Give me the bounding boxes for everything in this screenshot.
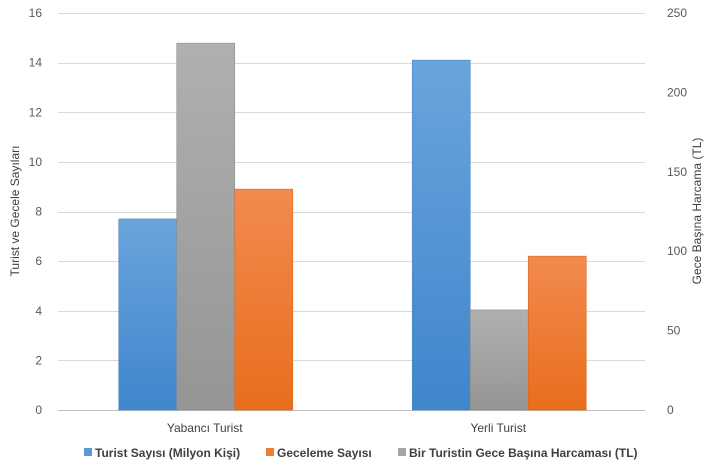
y-axis-title: Turist ve Gecele Sayıları (8, 146, 22, 277)
x-tick-label: Yerli Turist (470, 421, 526, 435)
y2-tick-label: 250 (667, 6, 687, 20)
bar (118, 218, 178, 411)
legend-label: Bir Turistin Gece Başına Harcaması (TL) (409, 446, 638, 460)
y-tick-label: 14 (29, 56, 43, 70)
bar (234, 188, 294, 411)
y2-tick-label: 200 (667, 85, 687, 99)
y-tick-label: 0 (35, 403, 42, 417)
bars (118, 42, 587, 411)
bar (176, 42, 236, 411)
y2-tick-label: 0 (667, 403, 674, 417)
y-tick-label: 10 (29, 155, 43, 169)
y2-tick-label: 100 (667, 244, 687, 258)
legend: Turist Sayısı (Milyon Kişi) Geceleme Sayı… (84, 446, 638, 460)
bar (411, 59, 471, 411)
y-tick-label: 4 (35, 304, 42, 318)
legend-label: Turist Sayısı (Milyon Kişi) (95, 446, 240, 460)
legend-swatch (266, 448, 274, 456)
y-tick-label: 12 (29, 105, 43, 119)
y-tick-label: 6 (35, 254, 42, 268)
y2-tick-label: 50 (667, 324, 681, 338)
legend-label: Geceleme Sayısı (277, 446, 372, 460)
x-tick-label: Yabancı Turist (167, 421, 243, 435)
legend-swatch (398, 448, 406, 456)
y-tick-label: 2 (35, 353, 42, 367)
y-tick-label: 8 (35, 205, 42, 219)
y-tick-label: 16 (29, 6, 43, 20)
y2-axis-title: Gece Başına Harcama (TL) (690, 138, 704, 285)
y2-tick-label: 150 (667, 165, 687, 179)
bar (469, 309, 529, 411)
bar (527, 255, 587, 411)
axes: 0 2 4 6 8 10 12 14 16 0 50 100 150 200 250 Yabancı Turi… (29, 6, 688, 435)
legend-swatch (84, 448, 92, 456)
